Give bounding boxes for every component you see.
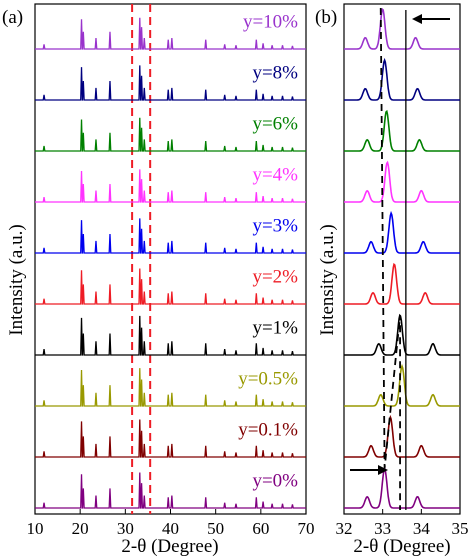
series-label: y=0.1% (238, 420, 298, 441)
series-label: y=1% (252, 318, 298, 339)
curve-y3 (35, 218, 306, 254)
zoom-curve-y05 (344, 363, 460, 407)
x-tick-label: 32 (336, 519, 353, 538)
x-tick-label: 50 (207, 519, 224, 538)
panel-b-frame (343, 3, 461, 515)
series-label: y=0% (252, 471, 298, 492)
series-label: y=0.5% (238, 369, 298, 390)
panel-b-label: (b) (315, 7, 337, 28)
zoom-curve-y4 (344, 160, 460, 203)
curve-y01 (35, 419, 306, 458)
panel-b-y-axis-label: Intensity (a.u.) (317, 224, 338, 335)
zoom-curve-y01 (344, 414, 460, 458)
curve-y2 (35, 268, 306, 305)
series-label: y=6% (252, 114, 298, 135)
x-tick-label: 20 (72, 519, 89, 538)
panel-a-y-axis-label: Intensity (a.u.) (6, 224, 27, 335)
panel-b-curves (344, 7, 460, 509)
x-tick-label: 40 (162, 519, 179, 538)
panel-b-x-ticks: 32 33 34 35 (336, 509, 469, 538)
panel-a-curves (35, 17, 306, 509)
x-tick-label: 33 (374, 519, 391, 538)
series-label: y=3% (252, 216, 298, 237)
x-tick-label: 10 (27, 519, 44, 538)
zoom-curve-y6 (344, 109, 460, 152)
x-tick-label: 35 (452, 519, 469, 538)
series-label: y=2% (252, 267, 298, 288)
curve-y10 (35, 17, 306, 50)
panel-b-guides (350, 7, 450, 510)
x-tick-label: 70 (298, 519, 315, 538)
x-tick-label: 34 (413, 519, 431, 538)
zoom-curve-y3 (344, 210, 460, 254)
curve-y1 (35, 315, 306, 356)
x-tick-label: 30 (117, 519, 134, 538)
curve-y05 (35, 368, 306, 407)
panel-a-x-ticks: 10 20 30 40 50 60 70 (27, 509, 315, 538)
curve-y8 (35, 65, 306, 101)
series-label: y=10% (243, 12, 298, 33)
zoom-curve-y2 (344, 262, 460, 305)
right-arrow-head (378, 465, 388, 475)
series-label: y=4% (252, 165, 298, 186)
peak-trend-line (379, 7, 401, 510)
panel-a-x-axis-label: 2-θ (Degree) (121, 536, 218, 557)
zoom-curve-y1 (344, 313, 460, 356)
x-tick-label: 60 (252, 519, 269, 538)
curve-y6 (35, 117, 306, 152)
zoom-curve-y10 (344, 7, 460, 50)
panel-a-series-labels: y=10% y=8% y=6% y=4% y=3% y=2% y=1% y=0.5% y=0.1… (238, 12, 298, 492)
curve-y4 (35, 169, 306, 203)
zoom-curve-y0 (344, 465, 460, 509)
panel-a-dashed-markers (131, 4, 152, 514)
panel-b-x-axis-label: 2-θ (Degree) (353, 536, 450, 557)
left-arrow-head (412, 14, 422, 24)
zoom-curve-y8 (344, 57, 460, 101)
series-label: y=8% (252, 63, 298, 84)
panel-a-label: (a) (2, 7, 23, 28)
curve-y0 (35, 472, 306, 509)
